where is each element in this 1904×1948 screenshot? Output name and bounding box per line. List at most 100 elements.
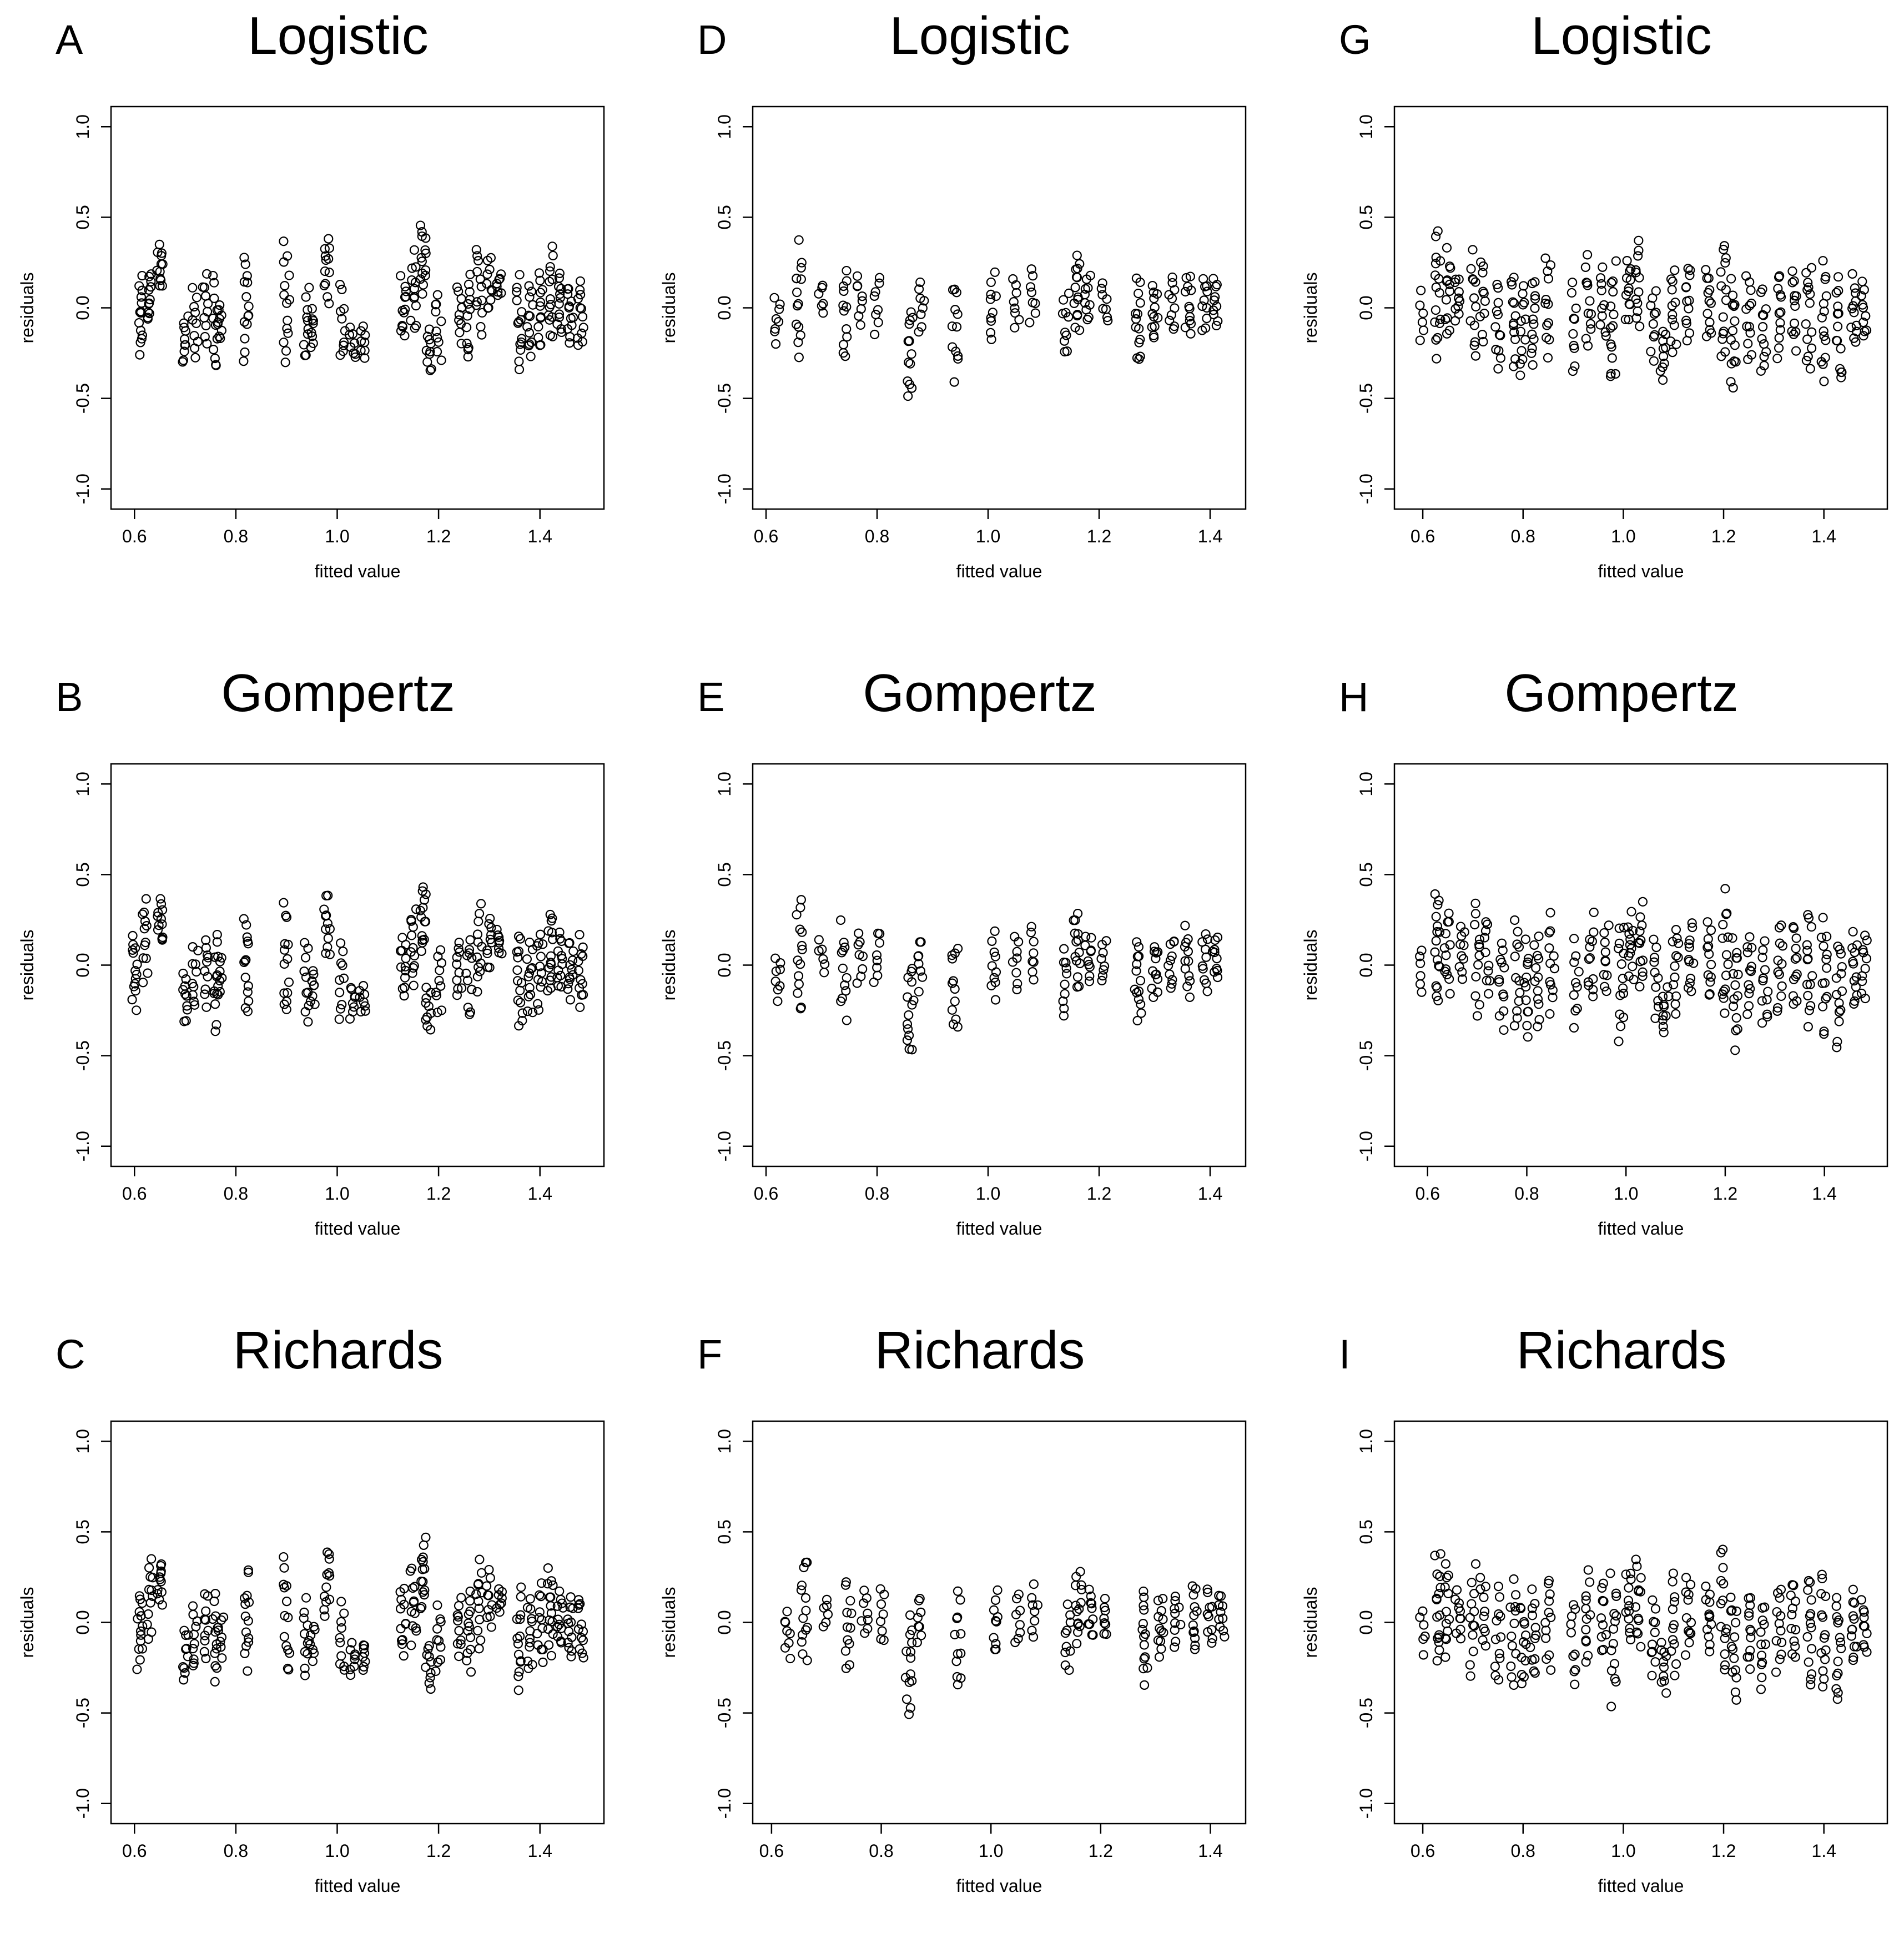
residual-point (420, 245, 430, 255)
residual-point (1530, 1599, 1540, 1609)
x-tick-label: 1.0 (1611, 526, 1635, 546)
residual-point (1632, 1561, 1642, 1572)
residual-point (304, 1000, 314, 1010)
residual-point (1544, 943, 1554, 953)
panel-title: Logistic (1531, 6, 1712, 66)
residual-point (483, 962, 493, 972)
residual-point (1479, 1592, 1489, 1603)
residual-point (1153, 947, 1163, 957)
residual-point (472, 929, 483, 939)
residual-point (281, 1641, 291, 1651)
residual-point (1545, 260, 1556, 270)
residual-point (410, 323, 420, 333)
residual-point (1010, 308, 1020, 318)
residual-point (201, 1653, 211, 1664)
residual-point (336, 1617, 346, 1627)
residual-point (794, 235, 804, 245)
y-tick-label: 0.5 (714, 1519, 734, 1544)
residual-point (456, 1639, 466, 1649)
residual-point (1151, 954, 1161, 964)
y-tick-label: 0.5 (714, 862, 734, 887)
residual-point (1479, 1611, 1489, 1622)
residual-point (454, 1625, 464, 1636)
residual-point (567, 955, 578, 965)
residual-point (1806, 1595, 1816, 1605)
residual-point (308, 1644, 318, 1654)
residual-point (1515, 326, 1526, 336)
residual-point (1522, 1020, 1532, 1031)
residual-point (1569, 1667, 1579, 1677)
residual-point (319, 280, 329, 291)
residual-point (140, 938, 150, 948)
y-tick-label: 0.0 (73, 1610, 93, 1634)
residual-point (877, 1626, 887, 1636)
y-tick-label: -0.5 (714, 1040, 734, 1071)
residual-point (1704, 990, 1714, 1000)
residual-point (1670, 999, 1680, 1009)
residual-point (335, 988, 345, 998)
residual-point (525, 1634, 535, 1644)
residual-point (822, 1594, 832, 1604)
y-tick-label: -1.0 (73, 474, 93, 504)
residual-point (874, 938, 885, 948)
residual-point (1059, 1003, 1069, 1014)
residual-point (1856, 1595, 1866, 1605)
residual-point (1583, 977, 1593, 987)
residual-point (566, 1617, 576, 1627)
y-tick-label: 0.0 (73, 953, 93, 977)
residual-point (1518, 281, 1529, 291)
residual-point (1847, 269, 1857, 279)
residual-point (339, 973, 349, 983)
residual-point (497, 1593, 507, 1603)
residual-point (1806, 263, 1817, 273)
residual-point (1136, 999, 1146, 1009)
residual-point (1569, 314, 1579, 324)
residual-point (1598, 262, 1608, 272)
residual-point (242, 1590, 252, 1600)
residual-point (1165, 315, 1175, 325)
residual-point (1511, 1590, 1521, 1600)
x-axis-label: fitted value (956, 561, 1042, 581)
residual-point (1609, 309, 1619, 320)
residual-point (1510, 1602, 1520, 1612)
residual-point (1832, 1694, 1842, 1704)
residual-point (243, 939, 253, 949)
residual-point (1496, 1632, 1506, 1642)
residual-point (189, 1639, 199, 1649)
x-tick-label: 0.8 (1510, 1841, 1535, 1861)
residual-point (1731, 1025, 1741, 1036)
residual-point (146, 276, 156, 286)
residual-point (1432, 921, 1443, 931)
panel-title: Gompertz (863, 663, 1096, 723)
residual-point (1731, 1606, 1741, 1616)
residual-point (1499, 963, 1509, 973)
residual-point (576, 1619, 587, 1629)
residual-point (240, 1648, 250, 1658)
residual-point (1688, 922, 1698, 933)
residual-point (1732, 1024, 1742, 1034)
residual-point (513, 947, 524, 957)
residual-point (1164, 290, 1174, 300)
residual-point (1569, 1023, 1579, 1033)
residual-point (1671, 1659, 1681, 1669)
residual-point (1100, 1619, 1111, 1629)
residual-point (1625, 1634, 1636, 1645)
residual-point (1685, 973, 1696, 984)
residual-point (1416, 971, 1426, 981)
residual-point (1180, 964, 1190, 974)
residual-point (1623, 922, 1633, 932)
residual-point (1510, 952, 1520, 962)
residual-point (1638, 897, 1648, 907)
residual-point (421, 1662, 431, 1672)
residual-point (1716, 267, 1726, 277)
residual-point (1169, 937, 1179, 947)
residual-point (280, 281, 290, 291)
residual-point (1163, 960, 1173, 970)
residual-point (1469, 1588, 1479, 1599)
residual-point (1832, 1036, 1842, 1046)
residual-point (1719, 244, 1729, 255)
residual-point (1585, 1577, 1595, 1587)
